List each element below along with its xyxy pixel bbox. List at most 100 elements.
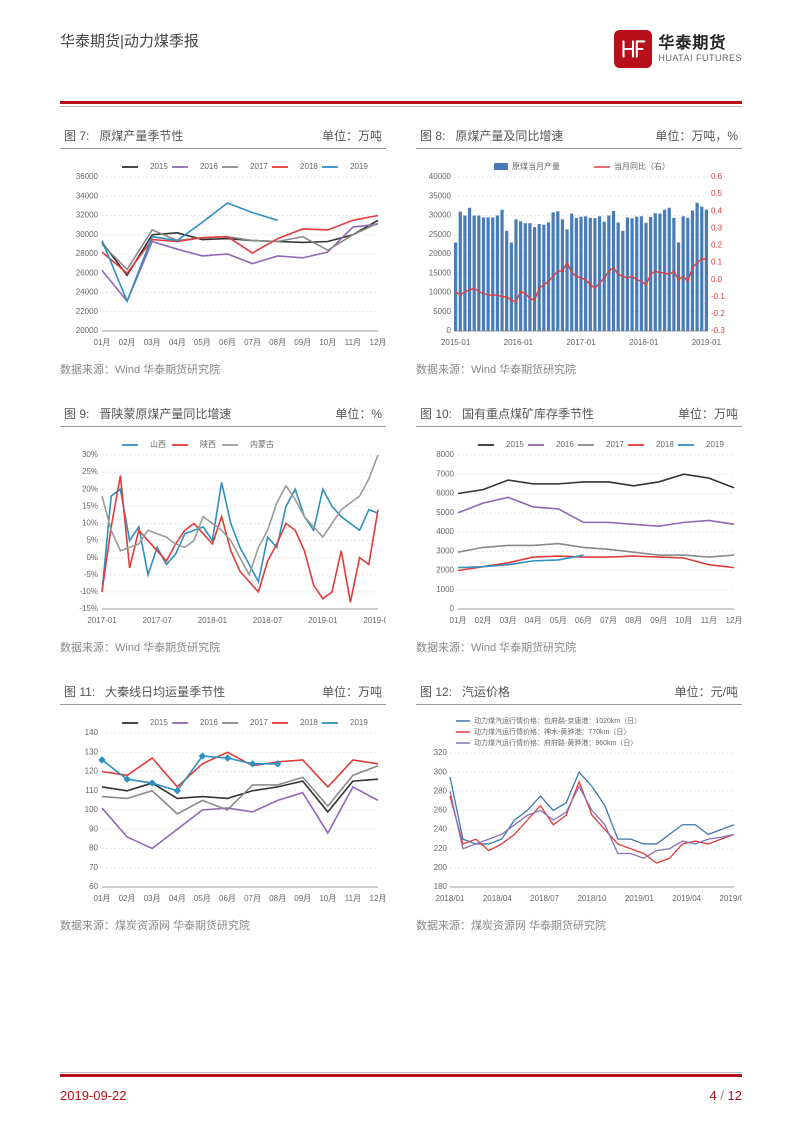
svg-text:05月: 05月 [194,894,211,903]
svg-text:24000: 24000 [76,288,99,297]
svg-text:2019/04: 2019/04 [672,894,701,903]
chart-12-unit: 单位：元/吨 [675,683,738,700]
svg-text:动力煤汽运行情价格：府府路-黄骅港：960km（日）: 动力煤汽运行情价格：府府路-黄骅港：960km（日） [474,738,637,747]
chart-12-source: 数据来源：煤炭资源网 华泰期货研究院 [416,917,742,933]
svg-text:0: 0 [450,604,455,613]
svg-text:06月: 06月 [219,894,236,903]
svg-text:02月: 02月 [119,894,136,903]
chart-11-title: 大秦线日均运量季节性 [105,683,225,700]
svg-text:-10%: -10% [79,587,98,596]
chart-10-title: 国有重点煤矿库存季节性 [462,405,594,422]
svg-text:2015-01: 2015-01 [441,338,471,347]
svg-text:30000: 30000 [429,211,452,220]
chart-7-unit: 单位：万吨 [322,127,382,144]
chart-9-num: 图 9: [64,405,89,422]
chart-11-source: 数据来源：煤炭资源网 华泰期货研究院 [60,917,386,933]
svg-text:2019: 2019 [350,162,368,171]
svg-text:260: 260 [434,806,448,815]
svg-text:28000: 28000 [76,249,99,258]
svg-text:15%: 15% [82,501,98,510]
svg-text:2015: 2015 [150,162,168,171]
svg-text:5000: 5000 [433,307,451,316]
svg-text:内蒙古: 内蒙古 [250,439,274,449]
svg-text:-15%: -15% [79,604,98,613]
svg-text:22000: 22000 [76,307,99,316]
footer-rule-red [60,1074,742,1077]
svg-text:10月: 10月 [319,894,336,903]
svg-text:0.3: 0.3 [711,223,723,232]
footer-rule-grey [60,1072,742,1073]
svg-text:2018/07: 2018/07 [530,894,559,903]
svg-text:2016: 2016 [556,440,574,449]
svg-text:01月: 01月 [94,894,111,903]
chart-8-unit: 单位：万吨，% [655,127,738,144]
svg-text:320: 320 [434,748,448,757]
svg-text:2018: 2018 [300,718,318,727]
svg-text:200: 200 [434,863,448,872]
svg-text:0.0: 0.0 [711,275,723,284]
chart-10-num: 图 10: [420,405,452,422]
svg-text:05月: 05月 [194,338,211,347]
svg-text:03月: 03月 [500,616,517,625]
svg-text:220: 220 [434,844,448,853]
svg-text:30000: 30000 [76,230,99,239]
chart-7-svg: 2000022000240002600028000300003200034000… [60,155,386,355]
chart-12-num: 图 12: [420,683,452,700]
svg-text:2019/07: 2019/07 [720,894,742,903]
footer-date: 2019-09-22 [60,1088,127,1103]
chart-10: 图 10:国有重点煤矿库存季节性 单位：万吨 01000200030004000… [416,405,742,655]
svg-text:当月同比（右）: 当月同比（右） [614,161,670,171]
svg-text:2019: 2019 [706,440,724,449]
chart-row-3: 图 11:大秦线日均运量季节性 单位：万吨 607080901001101201… [60,683,742,933]
svg-text:05月: 05月 [550,616,567,625]
svg-text:26000: 26000 [76,268,99,277]
svg-text:2016: 2016 [200,162,218,171]
svg-text:2018: 2018 [300,162,318,171]
chart-12: 图 12:汽运价格 单位：元/吨 18020022024026028030032… [416,683,742,933]
chart-8-svg: 0500010000150002000025000300003500040000… [416,155,742,355]
chart-7-source: 数据来源：Wind 华泰期货研究院 [60,361,386,377]
svg-text:0.5: 0.5 [711,189,723,198]
chart-11: 图 11:大秦线日均运量季节性 单位：万吨 607080901001101201… [60,683,386,933]
chart-9: 图 9:晋陕蒙原煤产量同比增速 单位：% -15%-10%-5%0%5%10%1… [60,405,386,655]
svg-text:10%: 10% [82,519,98,528]
svg-text:陕西: 陕西 [200,439,216,449]
svg-text:2015: 2015 [506,440,524,449]
svg-text:180: 180 [434,882,448,891]
svg-text:60: 60 [89,882,98,891]
svg-text:3000: 3000 [436,546,454,555]
chart-9-unit: 单位：% [335,405,382,422]
svg-text:2000: 2000 [436,566,454,575]
svg-text:240: 240 [434,825,448,834]
svg-text:2017: 2017 [250,718,268,727]
svg-text:07月: 07月 [600,616,617,625]
chart-9-svg: -15%-10%-5%0%5%10%15%20%25%30%2017-01201… [60,433,386,633]
chart-7: 图 7:原煤产量季节性 单位：万吨 2000022000240002600028… [60,127,386,377]
svg-text:2017: 2017 [250,162,268,171]
svg-text:20000: 20000 [76,326,99,335]
svg-text:2018-07: 2018-07 [253,616,283,625]
chart-11-unit: 单位：万吨 [322,683,382,700]
svg-text:2019-07: 2019-07 [363,616,386,625]
svg-text:25000: 25000 [429,230,452,239]
svg-text:30%: 30% [82,450,98,459]
svg-text:07月: 07月 [244,338,261,347]
svg-text:2016-01: 2016-01 [504,338,534,347]
svg-text:07月: 07月 [244,894,261,903]
svg-text:0.1: 0.1 [711,258,723,267]
svg-text:40000: 40000 [429,172,452,181]
svg-text:120: 120 [85,767,99,776]
chart-row-1: 图 7:原煤产量季节性 单位：万吨 2000022000240002600028… [60,127,742,377]
svg-text:25%: 25% [82,467,98,476]
chart-10-unit: 单位：万吨 [678,405,738,422]
svg-text:0: 0 [447,326,452,335]
svg-text:04月: 04月 [169,338,186,347]
svg-text:6000: 6000 [436,489,454,498]
logo: 华泰期货 HUATAI FUTURES [614,30,742,68]
svg-text:8000: 8000 [436,450,454,459]
page-header: 华泰期货|动力煤季报 华泰期货 HUATAI FUTURES [0,0,802,95]
svg-text:10000: 10000 [429,288,452,297]
svg-text:08月: 08月 [269,894,286,903]
svg-text:08月: 08月 [269,338,286,347]
chart-7-title: 原煤产量季节性 [99,127,183,144]
